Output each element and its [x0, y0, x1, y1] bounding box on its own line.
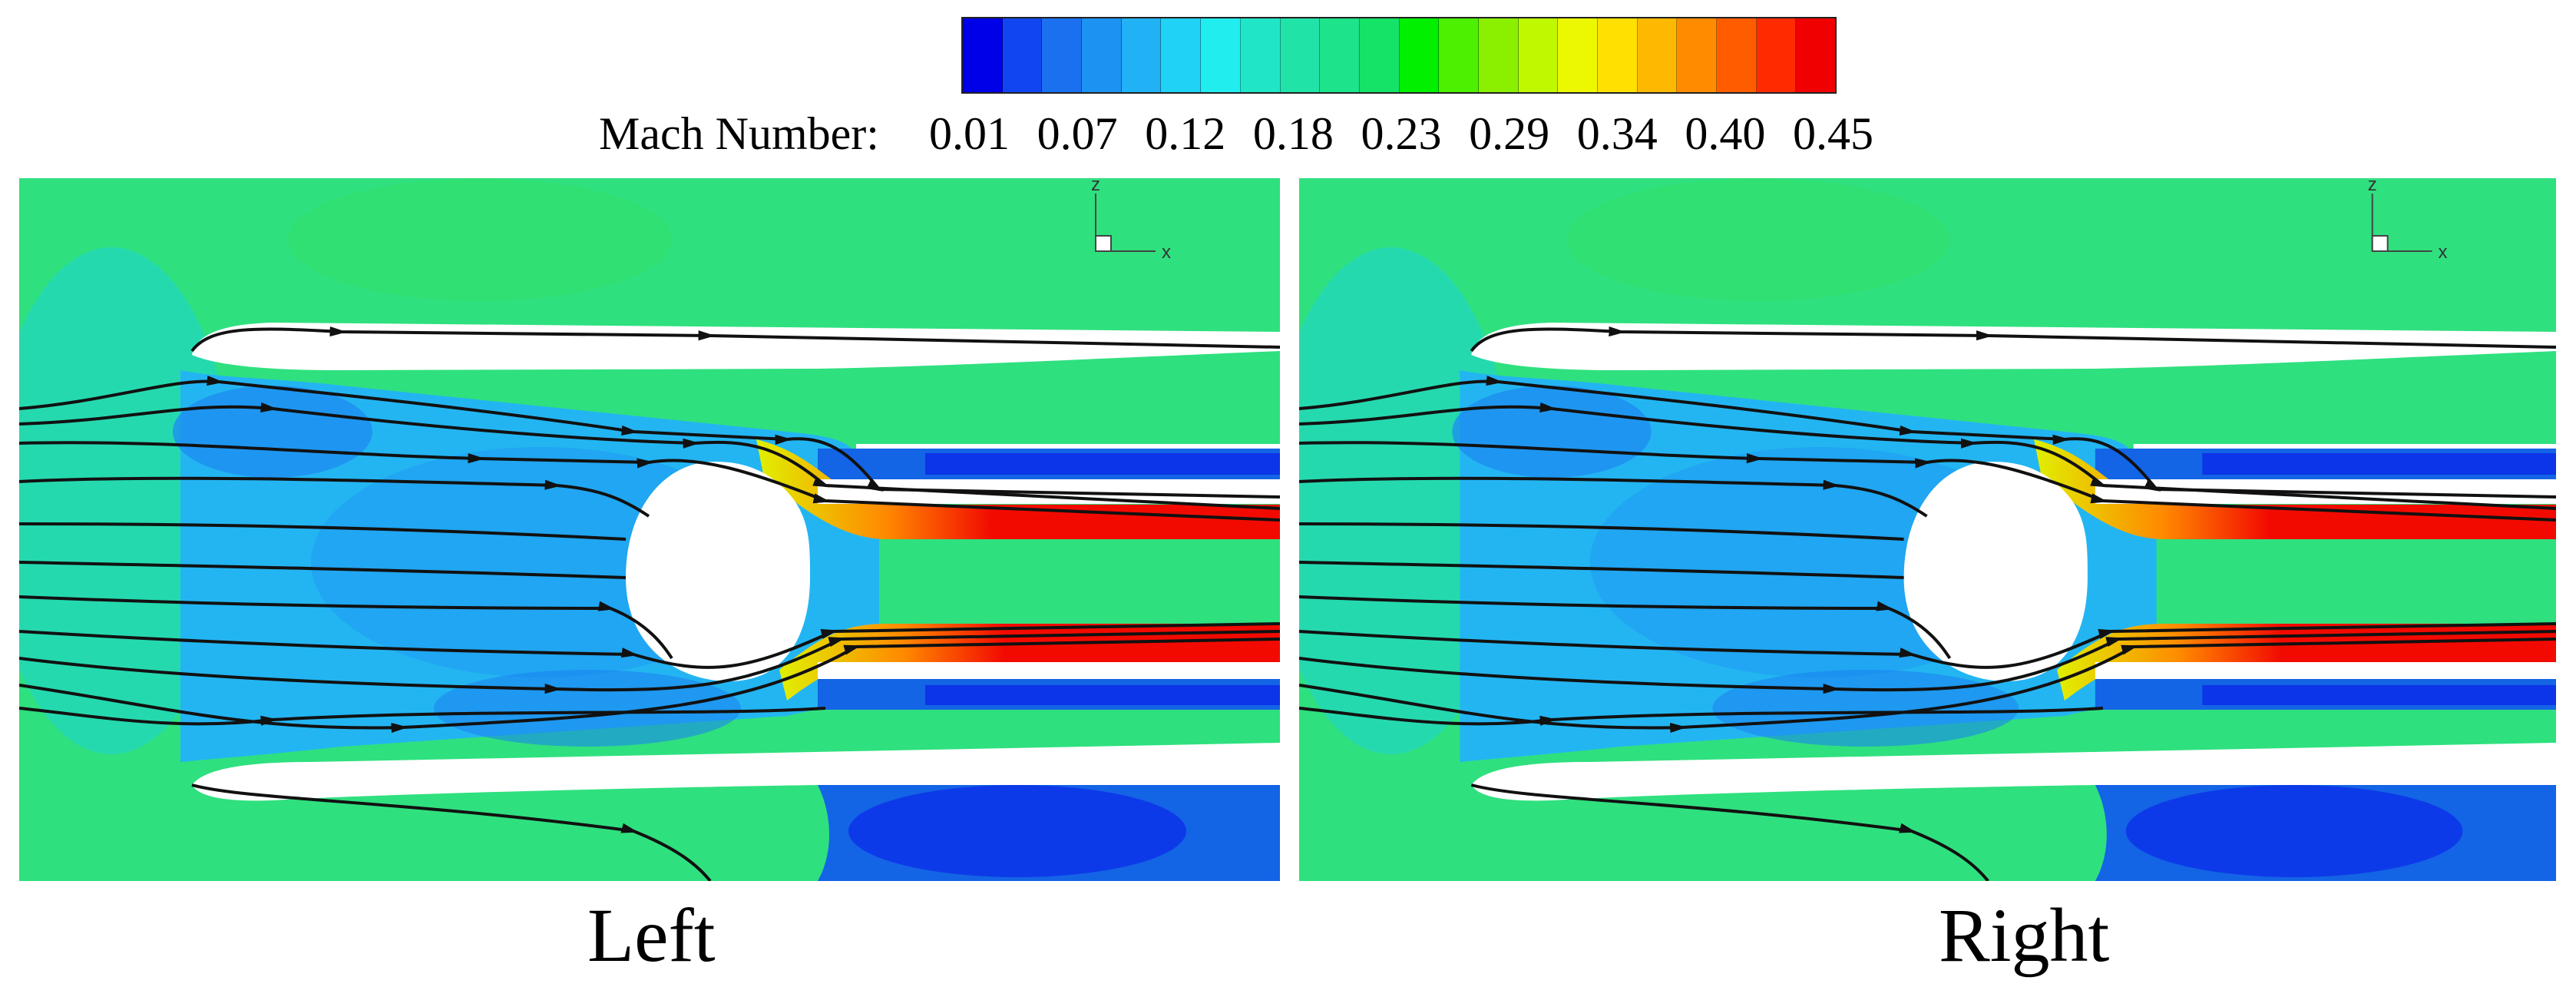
streamline — [190, 326, 1280, 353]
axis-x-label: x — [1162, 242, 1171, 263]
lower-splitter-wall — [818, 662, 1280, 679]
lower-splitter-wall — [2095, 662, 2556, 679]
streamline — [19, 707, 826, 726]
center-body — [626, 462, 810, 681]
bottom-low-speed-blob — [848, 785, 1186, 877]
outer-flow-blob — [288, 178, 672, 301]
axis-triad — [2371, 194, 2432, 252]
duct-core-blob — [1452, 386, 1652, 478]
streamlines — [1299, 326, 2556, 881]
duct-core-blob — [1712, 670, 2019, 747]
lower-bypass-deep — [2202, 685, 2556, 705]
colorbar-tick-label: 0.34 — [1576, 108, 1658, 159]
colorbar-swatch — [1637, 18, 1678, 92]
colorbar-tick-label: 0.07 — [1037, 108, 1118, 159]
right-flow-panel: z x — [1299, 178, 2556, 881]
caption-right: Right — [1939, 893, 2110, 978]
streamline — [1470, 326, 2556, 353]
colorbar-swatch — [1598, 18, 1638, 92]
streamline — [1299, 707, 2103, 726]
colorbar-swatch — [1121, 18, 1162, 92]
lower-cowl-body — [192, 743, 1280, 801]
duct-core-blob — [434, 670, 741, 747]
streamline — [1299, 522, 1904, 541]
colorbar-swatch — [1399, 18, 1440, 92]
colorbar-swatch — [1201, 18, 1241, 92]
axis-x-label: x — [2438, 242, 2447, 263]
colorbar-swatch — [1320, 18, 1360, 92]
colorbar-tick-label: 0.12 — [1145, 108, 1226, 159]
streamline — [1299, 476, 1928, 518]
colorbar-swatch — [1082, 18, 1122, 92]
duct-core-blob — [173, 386, 372, 478]
streamline — [19, 402, 1280, 510]
colorbar-swatch — [1756, 18, 1797, 92]
colorbar-swatch — [1280, 18, 1321, 92]
colorbar-tick-label: 0.23 — [1361, 108, 1442, 159]
outer-flow-blob — [1566, 178, 1950, 301]
colorbar-tick-label: 0.29 — [1469, 108, 1550, 159]
colorbar-swatch — [1518, 18, 1559, 92]
streamline — [1299, 441, 2556, 522]
colorbar-ticks: 0.01 0.07 0.12 0.18 0.23 0.29 0.34 0.40 0.45 — [929, 108, 1873, 163]
streamline — [19, 638, 1280, 734]
colorbar-tick-label: 0.18 — [1252, 108, 1334, 159]
axis-z-label: z — [1091, 178, 1100, 195]
center-body — [1903, 462, 2088, 681]
colorbar-swatch — [1558, 18, 1598, 92]
upper-splitter-body — [2133, 444, 2556, 449]
streamline — [19, 522, 627, 541]
colorbar-swatch — [1478, 18, 1519, 92]
streamline — [1470, 783, 1989, 881]
streamline — [19, 561, 627, 579]
streamline — [1299, 402, 2556, 510]
axis-z-label: z — [2368, 178, 2377, 195]
upper-bypass-deep — [925, 453, 1280, 475]
colorbar-swatch — [1717, 18, 1757, 92]
colorbar-swatch — [1359, 18, 1400, 92]
upper-splitter-body — [856, 444, 1280, 449]
colorbar-swatch — [1240, 18, 1281, 92]
streamline — [1299, 638, 2556, 734]
lower-bypass-deep — [925, 685, 1280, 705]
colorbar-swatch — [1042, 18, 1083, 92]
colorbar-label: Mach Number: — [599, 108, 879, 159]
mach-colorbar — [961, 17, 1837, 94]
outer-flow-blob — [1299, 247, 1514, 754]
streamline — [19, 441, 1280, 522]
streamline — [1299, 561, 1904, 579]
lower-cowl-body — [1471, 743, 2556, 801]
colorbar-swatch — [1439, 18, 1479, 92]
colorbar-swatch — [1796, 18, 1836, 92]
upper-bypass-deep — [2202, 453, 2556, 475]
outer-flow-blob — [19, 247, 234, 754]
colorbar-tick-label: 0.45 — [1793, 108, 1873, 159]
axis-triad — [1095, 194, 1156, 252]
bottom-low-speed-blob — [2125, 785, 2463, 877]
left-flow-panel: z x — [19, 178, 1280, 881]
streamline — [19, 476, 650, 518]
colorbar-swatch — [1677, 18, 1718, 92]
colorbar-swatch — [1002, 18, 1043, 92]
colorbar-tick-label: 0.40 — [1685, 108, 1766, 159]
colorbar-swatch — [1161, 18, 1202, 92]
colorbar-swatch — [963, 18, 1003, 92]
colorbar-tick-label: 0.01 — [929, 108, 1010, 159]
streamline — [191, 783, 712, 881]
caption-left: Left — [587, 893, 716, 978]
streamlines — [19, 326, 1280, 881]
